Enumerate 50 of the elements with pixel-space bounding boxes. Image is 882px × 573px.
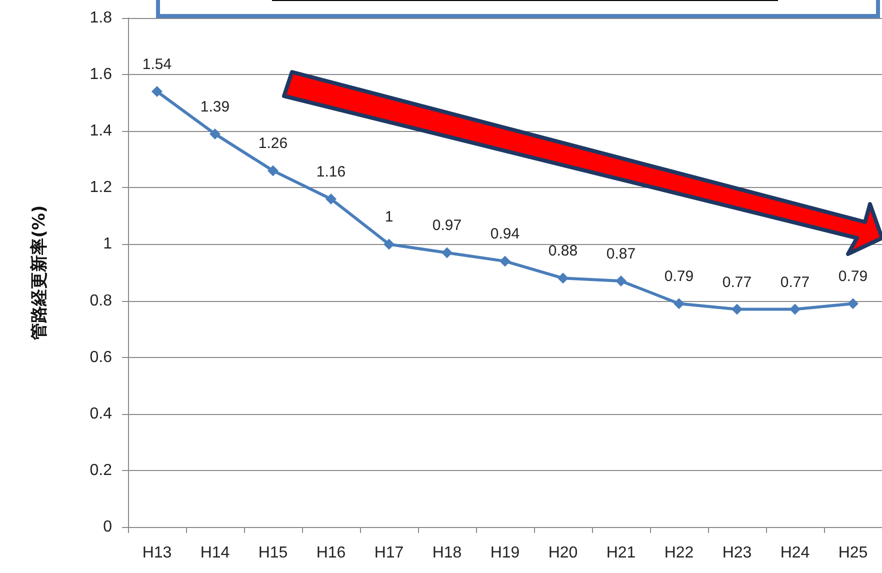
y-tick-label: 0.8 (90, 292, 112, 310)
point (674, 298, 684, 310)
data-label: 1.39 (200, 98, 230, 116)
y-tick-label: 1.8 (90, 10, 112, 26)
data-label: 0.97 (432, 217, 462, 234)
point (558, 272, 568, 284)
point (210, 128, 220, 140)
x-tick-label: H23 (722, 544, 752, 562)
y-tick-label: 1.4 (90, 122, 112, 140)
y-tick-label: 1 (103, 236, 112, 253)
data-label: 0.79 (664, 268, 694, 286)
y-tick-label: 0.4 (90, 405, 112, 422)
point (848, 298, 858, 310)
x-tick-label: H20 (548, 544, 578, 562)
point (442, 247, 452, 258)
x-tick-label: H25 (838, 544, 868, 562)
y-tick-label: 1.6 (90, 66, 112, 84)
x-tick-label: H18 (432, 544, 462, 562)
data-label: 0.94 (490, 226, 520, 243)
y-tick-label: 1.2 (90, 179, 112, 196)
x-tick-label: H19 (490, 544, 520, 562)
x-tick-label: H15 (258, 544, 288, 562)
x-tick-label: H14 (200, 544, 230, 562)
point (616, 275, 626, 286)
point (790, 304, 800, 315)
point (500, 256, 510, 267)
x-tick-label: H16 (316, 544, 346, 562)
point (268, 165, 278, 176)
data-label: 0.87 (606, 245, 636, 262)
x-tick-label: H24 (780, 544, 810, 562)
y-tick-label: 0.2 (90, 462, 112, 479)
point (384, 238, 394, 250)
x-tick-label: H22 (664, 544, 694, 562)
data-label: 0.77 (722, 274, 752, 291)
data-label: 1.26 (258, 135, 288, 152)
data-label: 1.16 (316, 163, 346, 180)
x-tick-label: H17 (374, 544, 404, 562)
point (152, 86, 162, 98)
data-label: 0.77 (780, 274, 810, 291)
data-label: 0.88 (548, 242, 578, 260)
x-tick-label: H21 (606, 544, 636, 562)
x-tick-label: H13 (142, 544, 172, 562)
data-label: 1.54 (142, 56, 172, 74)
point (326, 193, 336, 204)
data-label: 1 (384, 208, 394, 226)
point (732, 304, 742, 315)
y-axis-title: 管路経更新率(%) (30, 205, 50, 341)
y-tick-label: 0.6 (90, 348, 112, 366)
data-label: 0.79 (838, 268, 868, 286)
y-tick-label: 0 (103, 518, 112, 536)
